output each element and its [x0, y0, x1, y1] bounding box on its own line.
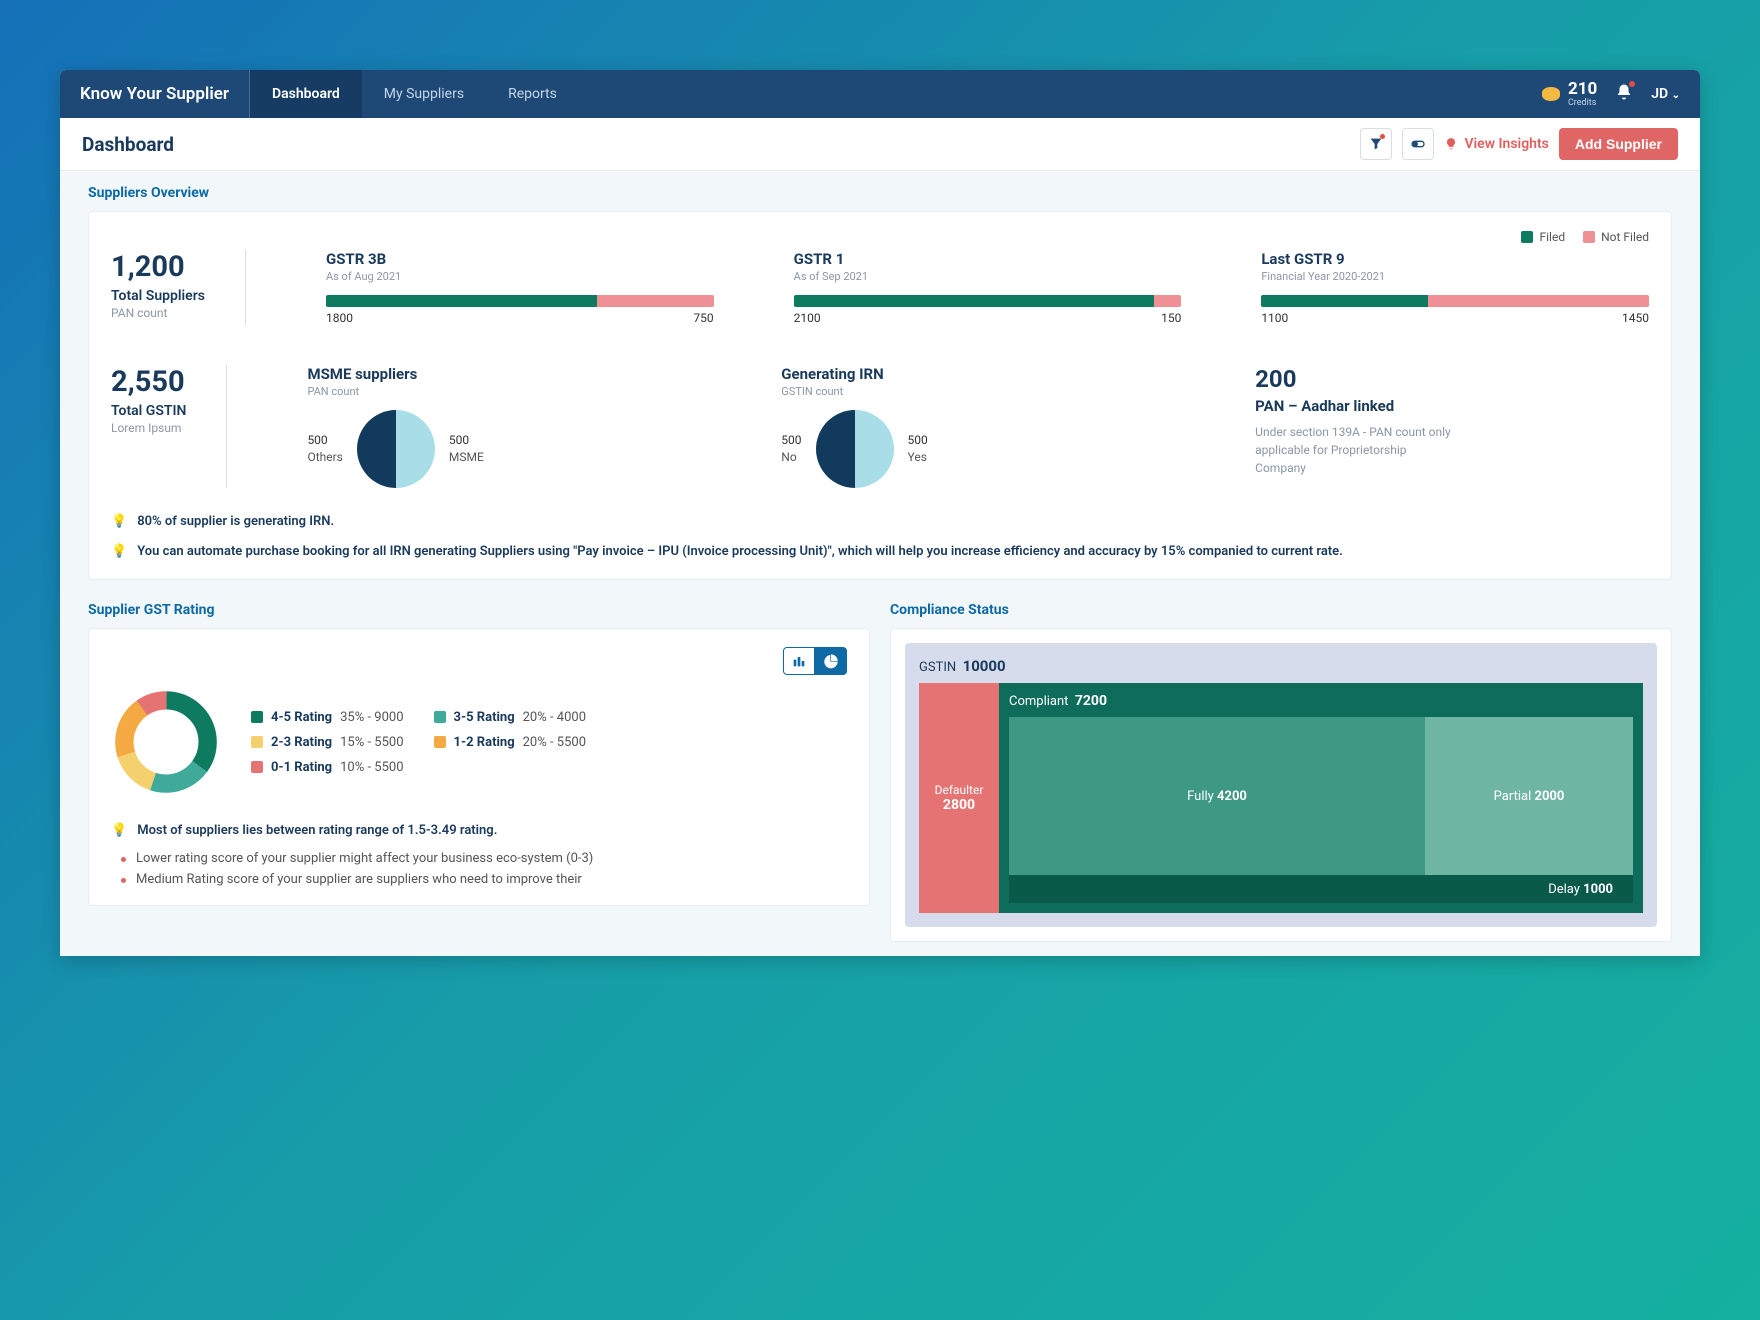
chart-pie-toggle[interactable] [815, 647, 847, 675]
topbar-right: 210 Credits JD ⌄ [1542, 81, 1700, 108]
subbar: Dashboard View Insights Add Supplier [60, 118, 1700, 171]
tm-partial: Partial 2000 [1425, 717, 1633, 875]
tm-compliant: Compliant 7200 Fully 4200 Partial 2000 D… [999, 683, 1643, 913]
rating-card: 4-5 Rating 35% - 90003-5 Rating 20% - 40… [88, 628, 870, 906]
content: Suppliers Overview Filed Not Filed 1,200… [60, 171, 1700, 956]
irn-pie-chart [816, 410, 894, 488]
tm-delay: Delay 1000 [1009, 875, 1633, 903]
topbar: Know Your Supplier Dashboard My Supplier… [60, 70, 1700, 118]
nav-reports[interactable]: Reports [486, 70, 579, 118]
credits-label: Credits [1568, 98, 1597, 108]
bulb-icon: 💡 [111, 821, 127, 841]
app-window: Know Your Supplier Dashboard My Supplier… [60, 70, 1700, 956]
nav-dashboard[interactable]: Dashboard [250, 70, 362, 118]
bell-icon[interactable] [1615, 83, 1633, 105]
brand: Know Your Supplier [60, 70, 250, 118]
msme-pie-chart [357, 410, 435, 488]
toggle-button[interactable] [1402, 128, 1434, 160]
msme-block: MSME suppliers PAN count 500Others 500MS… [307, 365, 701, 488]
add-supplier-button[interactable]: Add Supplier [1559, 128, 1678, 160]
chart-bar-toggle[interactable] [783, 647, 815, 675]
bulb-icon: 💡 [111, 512, 127, 532]
compliance-card: GSTIN 10000 Defaulter 2800 Compliant 720… [890, 628, 1672, 942]
tm-defaulter: Defaulter 2800 [919, 683, 999, 913]
overview-legend: Filed Not Filed [111, 230, 1649, 244]
nav: Dashboard My Suppliers Reports [250, 70, 579, 118]
total-suppliers: 1,200 Total Suppliers PAN count [111, 250, 245, 325]
gstr9: Last GSTR 9 Financial Year 2020-2021 110… [1261, 250, 1649, 325]
nav-suppliers[interactable]: My Suppliers [362, 70, 486, 118]
total-gstin: 2,550 Total GSTIN Lorem Ipsum [111, 365, 226, 488]
coin-icon [1542, 87, 1560, 101]
filter-button[interactable] [1360, 128, 1392, 160]
bulb-icon: 💡 [111, 542, 127, 562]
rating-title: Supplier GST Rating [88, 602, 870, 618]
view-insights-link[interactable]: View Insights [1444, 136, 1548, 152]
rating-donut-chart [111, 687, 221, 797]
credits-value: 210 [1568, 81, 1597, 98]
gstr1: GSTR 1 As of Sep 2021 2100150 [794, 250, 1182, 325]
rating-legend: 4-5 Rating 35% - 90003-5 Rating 20% - 40… [251, 710, 586, 775]
compliance-title: Compliance Status [890, 602, 1672, 618]
compliance-treemap: GSTIN 10000 Defaulter 2800 Compliant 720… [905, 643, 1657, 927]
pan-block: 200 PAN – Aadhar linked Under section 13… [1255, 365, 1649, 488]
user-menu[interactable]: JD ⌄ [1651, 86, 1680, 102]
irn-block: Generating IRN GSTIN count 500No 500Yes [781, 365, 1175, 488]
gstr3b: GSTR 3B As of Aug 2021 1800750 [326, 250, 714, 325]
page-title: Dashboard [82, 133, 174, 156]
overview-title: Suppliers Overview [88, 185, 1672, 201]
tm-fully: Fully 4200 [1009, 717, 1425, 875]
overview-insights: 💡80% of supplier is generating IRN. 💡You… [111, 512, 1649, 561]
credits[interactable]: 210 Credits [1542, 81, 1597, 108]
overview-card: Filed Not Filed 1,200 Total Suppliers PA… [88, 211, 1672, 580]
